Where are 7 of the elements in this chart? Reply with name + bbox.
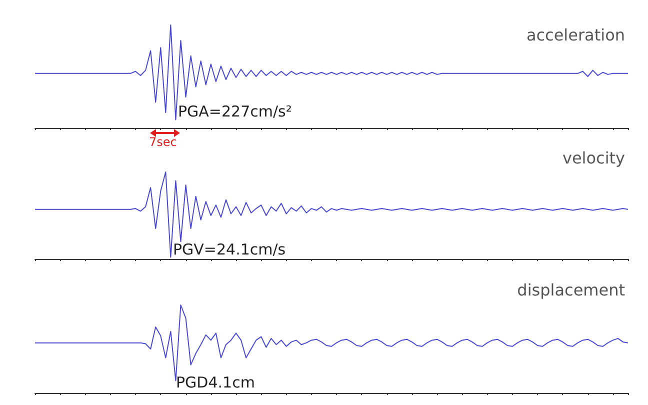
text: 7sec (149, 135, 177, 149)
chart-title: acceleration (526, 26, 625, 44)
annotation: PGD4.1cm (176, 374, 255, 392)
annotation: PGA=227cm/s² (178, 102, 292, 120)
chart-title: velocity (562, 148, 625, 168)
chart-title: displacement (517, 280, 625, 300)
annotation: PGV=24.1cm/s (173, 240, 286, 258)
